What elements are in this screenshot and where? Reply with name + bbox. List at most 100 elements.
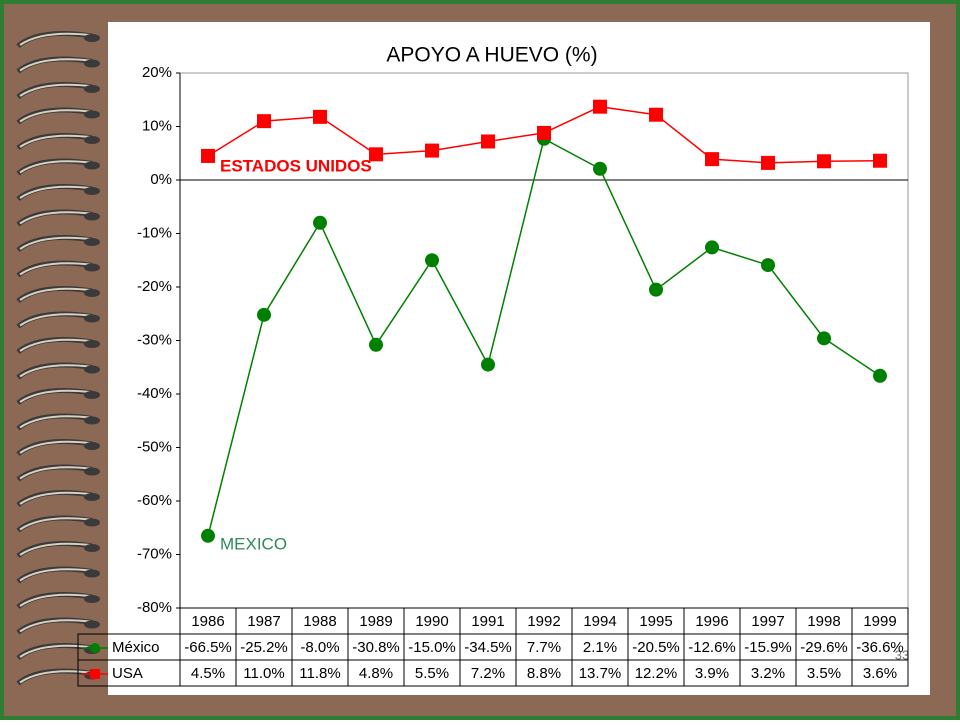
chart-title: APOYO A HUEVO (%) xyxy=(386,44,597,67)
table-cell: 7.2% xyxy=(471,665,505,682)
ring-hole xyxy=(84,620,100,629)
ring-hole xyxy=(84,340,100,348)
ring xyxy=(19,236,91,250)
ring xyxy=(19,58,91,72)
ring xyxy=(19,338,91,352)
marker xyxy=(761,258,775,273)
table-cell: -20.5% xyxy=(632,639,680,656)
table-cell: -30.8% xyxy=(352,639,400,656)
x-tick-label: 1990 xyxy=(415,613,448,630)
annotation: MEXICO xyxy=(220,534,287,553)
table-cell: -36.6% xyxy=(856,639,904,656)
table-cell: 12.2% xyxy=(635,665,678,682)
ring xyxy=(19,262,91,276)
marker xyxy=(257,307,271,322)
ring-hole xyxy=(84,263,100,272)
x-tick-label: 1997 xyxy=(751,613,784,630)
ring-hole xyxy=(84,391,100,399)
table-cell: -15.0% xyxy=(408,639,456,656)
marker xyxy=(649,107,663,122)
marker xyxy=(593,99,607,114)
ring xyxy=(19,466,91,480)
ring xyxy=(19,517,91,531)
marker xyxy=(649,282,663,297)
table-cell: 11.0% xyxy=(243,665,284,682)
marker xyxy=(369,147,383,162)
page-number: 33 xyxy=(895,647,909,662)
marker xyxy=(537,125,551,140)
ring-hole xyxy=(84,314,100,323)
marker xyxy=(313,215,327,230)
table-cell: -12.6% xyxy=(688,639,736,656)
y-tick-label: -30% xyxy=(137,331,172,348)
ring xyxy=(19,134,91,148)
ring-hole xyxy=(84,467,100,476)
table-cell: 11.8% xyxy=(299,665,340,682)
table-cell: 8.8% xyxy=(527,665,561,682)
ring-hole xyxy=(84,85,100,93)
y-tick-label: 20% xyxy=(142,64,172,81)
x-tick-label: 1996 xyxy=(695,613,728,630)
ring xyxy=(19,670,91,684)
legend-label: USA xyxy=(112,665,143,682)
ring-hole xyxy=(84,212,100,221)
y-tick-label: -80% xyxy=(137,599,172,616)
marker xyxy=(425,253,439,268)
ring-hole xyxy=(84,569,100,578)
table-cell: 3.5% xyxy=(807,665,841,682)
marker xyxy=(313,109,327,124)
ring xyxy=(19,542,91,556)
ring xyxy=(19,211,91,225)
marker xyxy=(705,240,719,255)
ring xyxy=(19,83,91,97)
x-tick-label: 1995 xyxy=(639,613,672,630)
y-tick-label: 10% xyxy=(142,117,172,134)
page xyxy=(108,22,930,695)
ring xyxy=(19,160,91,174)
ring xyxy=(19,287,91,301)
x-tick-label: 1999 xyxy=(863,613,896,630)
marker xyxy=(705,152,719,167)
y-tick-label: -20% xyxy=(137,278,172,295)
y-tick-label: -10% xyxy=(137,224,172,241)
ring-hole xyxy=(84,595,100,603)
annotation: ESTADOS UNIDOS xyxy=(220,156,372,175)
y-tick-label: -50% xyxy=(137,438,172,455)
marker xyxy=(593,161,607,176)
table-cell: 3.2% xyxy=(751,665,785,682)
ring-hole xyxy=(84,187,100,195)
ring-hole xyxy=(84,238,100,246)
ring xyxy=(19,109,91,123)
table-cell: 5.5% xyxy=(415,665,449,682)
table-cell: 4.5% xyxy=(191,665,225,682)
y-tick-label: -40% xyxy=(137,385,172,402)
ring xyxy=(19,568,91,582)
x-tick-label: 1988 xyxy=(303,613,336,630)
marker xyxy=(761,155,775,170)
marker xyxy=(369,337,383,352)
x-tick-label: 1994 xyxy=(583,613,616,630)
ring xyxy=(19,593,91,607)
x-tick-label: 1987 xyxy=(247,613,280,630)
ring xyxy=(19,619,91,633)
marker xyxy=(817,154,831,169)
ring xyxy=(19,389,91,403)
marker xyxy=(201,148,215,163)
marker xyxy=(817,331,831,346)
ring xyxy=(19,364,91,378)
marker xyxy=(257,114,271,129)
ring xyxy=(19,415,91,429)
table-cell: 13.7% xyxy=(579,665,622,682)
marker xyxy=(201,528,215,543)
ring-hole xyxy=(84,365,100,374)
ring-hole xyxy=(84,518,100,527)
table-cell: -66.5% xyxy=(184,639,232,656)
table-cell: 7.7% xyxy=(527,639,561,656)
legend-marker xyxy=(90,643,100,653)
x-tick-label: 1986 xyxy=(191,613,224,630)
x-tick-label: 1992 xyxy=(527,613,560,630)
x-tick-label: 1998 xyxy=(807,613,840,630)
marker xyxy=(873,368,887,383)
ring-hole xyxy=(84,416,100,425)
